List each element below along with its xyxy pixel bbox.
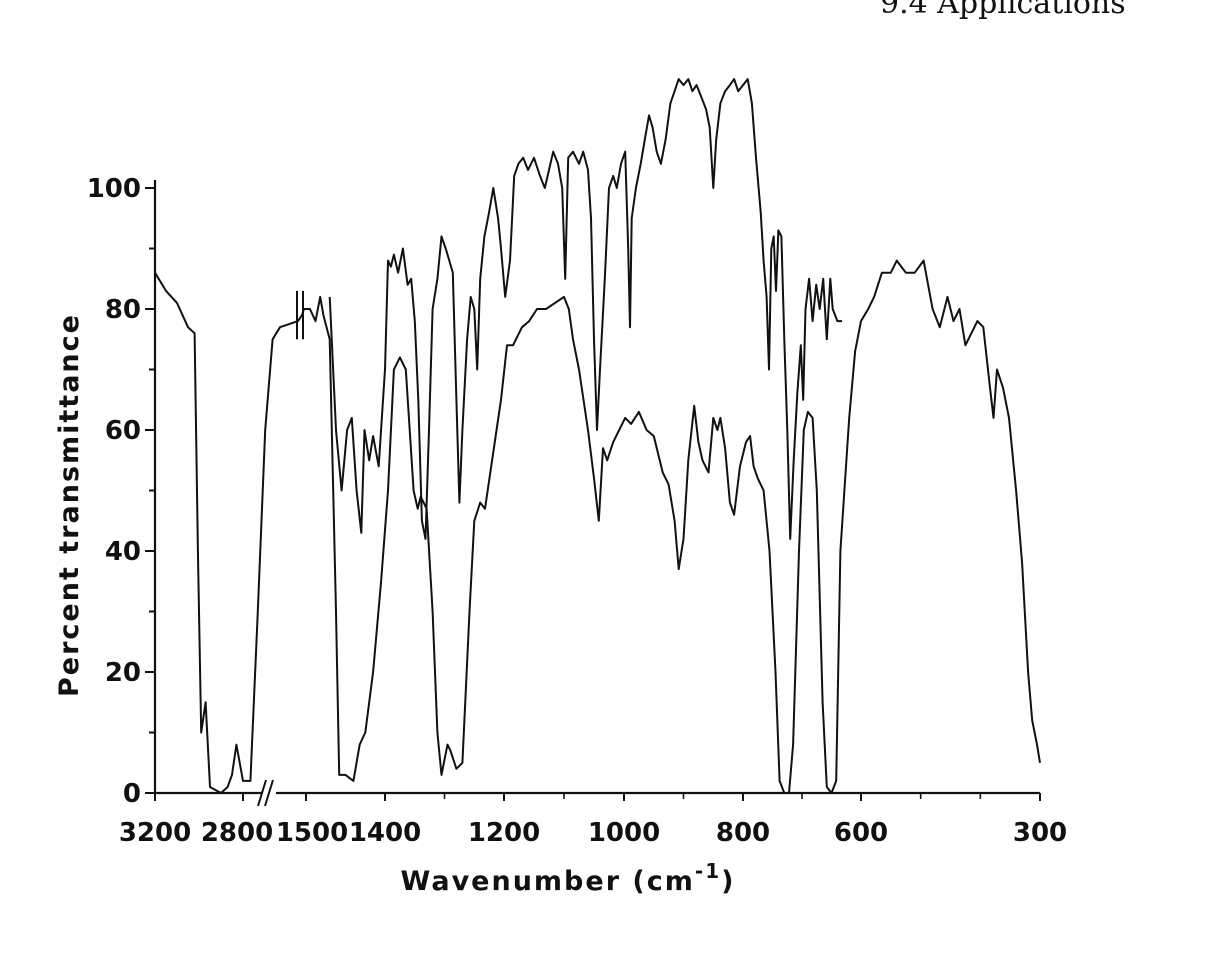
page-header-text: 9.4 Applications [880,0,1126,21]
x-tick-label: 3200 [119,818,191,848]
x-axis-title: Wavenumber (cm-1) [401,859,736,897]
series-line-lower-trace [154,259,1041,794]
x-axis-title-close: ) [721,866,735,897]
x-tick-label: 1500 [276,818,348,848]
y-tick-label: 60 [105,416,141,446]
y-tick-label: 20 [105,658,141,688]
x-tick-label: 800 [716,818,770,848]
chart-ticks: 0 20 40 60 80 100 3200 2800 1500 1400 1200 1000 800 6… [87,174,1067,848]
x-tick-label: 1200 [468,818,540,848]
series-line-upper-trace [328,78,843,540]
axis-break-mark [257,779,267,807]
x-axis-title-main: Wavenumber (cm [401,866,695,897]
x-tick-label: 300 [1013,818,1067,848]
x-tick-label: 1400 [349,818,421,848]
x-tick-label: 600 [834,818,888,848]
y-tick-label: 80 [105,295,141,325]
x-tick-label: 2800 [201,818,273,848]
y-tick-label: 100 [87,174,141,204]
x-axis-title-superscript: -1 [695,859,721,883]
x-tick-label: 1000 [588,818,660,848]
y-axis-title: Percent transmittance [54,313,85,697]
chart-series [154,78,1041,794]
chart-axes [153,180,1040,807]
y-tick-label: 0 [123,779,141,809]
y-tick-label: 40 [105,537,141,567]
axis-break-mark [264,779,274,807]
